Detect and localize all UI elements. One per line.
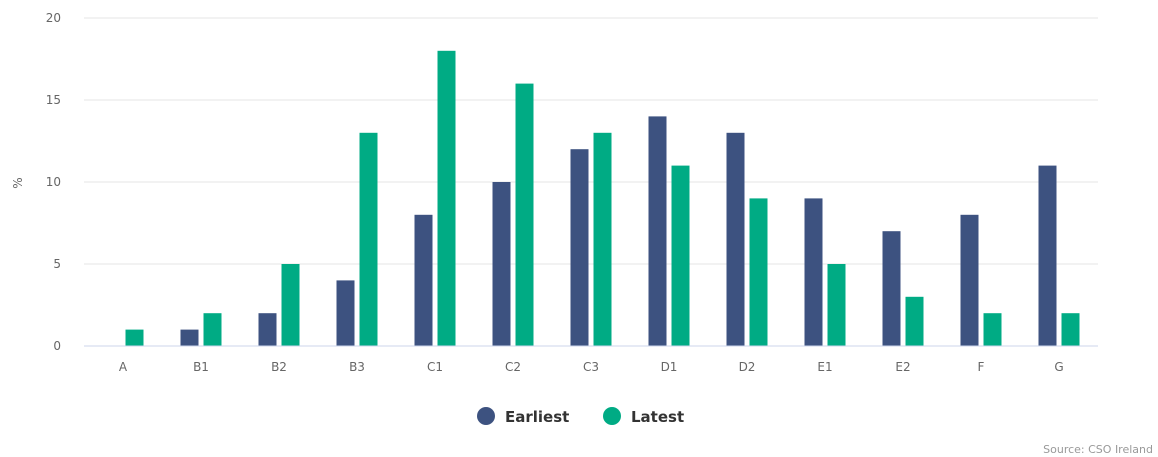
bar-earliest-d1[interactable] [648,116,667,347]
bars [125,50,1080,347]
y-tick-label: 5 [53,257,61,271]
x-tick-label: F [978,360,985,374]
x-tick-label: D2 [739,360,756,374]
y-tick-label: 10 [46,175,61,189]
x-tick-label: A [119,360,128,374]
x-tick-label: G [1054,360,1063,374]
bar-latest-d1[interactable] [671,165,690,346]
y-tick-label: 20 [46,11,61,25]
bar-earliest-c3[interactable] [570,149,589,346]
bar-earliest-b1[interactable] [180,329,199,346]
bar-latest-e1[interactable] [827,264,846,346]
legend-marker-earliest[interactable] [477,407,495,425]
legend: Earliest Latest [477,407,684,426]
x-tick-label: E1 [817,360,832,374]
bar-earliest-g[interactable] [1038,165,1057,346]
x-tick-label: E2 [895,360,910,374]
source-credit[interactable]: Source: CSO Ireland [1043,443,1153,456]
bar-latest-c2[interactable] [515,83,534,346]
bar-latest-b3[interactable] [359,132,378,346]
x-axis-ticks: A B1 B2 B3 C1 C2 C3 D1 D2 E1 E2 F G [119,360,1064,374]
bar-earliest-c2[interactable] [492,182,511,346]
gridlines [84,17,1098,265]
bar-earliest-e1[interactable] [804,198,823,346]
bar-latest-a[interactable] [125,329,144,346]
bar-earliest-b2[interactable] [258,313,277,346]
x-tick-label: B3 [349,360,365,374]
x-tick-label: C3 [583,360,599,374]
bar-earliest-b3[interactable] [336,280,355,346]
bar-earliest-f[interactable] [960,214,979,346]
y-axis-ticks: 0 5 10 15 20 [46,11,61,353]
y-axis-label: % [11,177,25,188]
legend-label-earliest[interactable]: Earliest [505,408,569,426]
legend-label-latest[interactable]: Latest [631,408,684,426]
bar-latest-d2[interactable] [749,198,768,346]
bar-earliest-c1[interactable] [414,214,433,346]
bar-earliest-e2[interactable] [882,231,901,346]
bar-latest-c1[interactable] [437,50,456,347]
bar-latest-b1[interactable] [203,313,222,346]
x-tick-label: B2 [271,360,287,374]
bar-latest-g[interactable] [1061,313,1080,346]
bar-latest-e2[interactable] [905,296,924,346]
bar-latest-f[interactable] [983,313,1002,346]
x-tick-label: D1 [661,360,678,374]
x-tick-label: C1 [427,360,443,374]
x-tick-label: C2 [505,360,521,374]
bar-latest-c3[interactable] [593,132,612,346]
y-tick-label: 15 [46,93,61,107]
bar-latest-b2[interactable] [281,264,300,346]
x-tick-label: B1 [193,360,209,374]
y-tick-label: 0 [53,339,61,353]
bar-earliest-d2[interactable] [726,132,745,346]
legend-marker-latest[interactable] [603,407,621,425]
